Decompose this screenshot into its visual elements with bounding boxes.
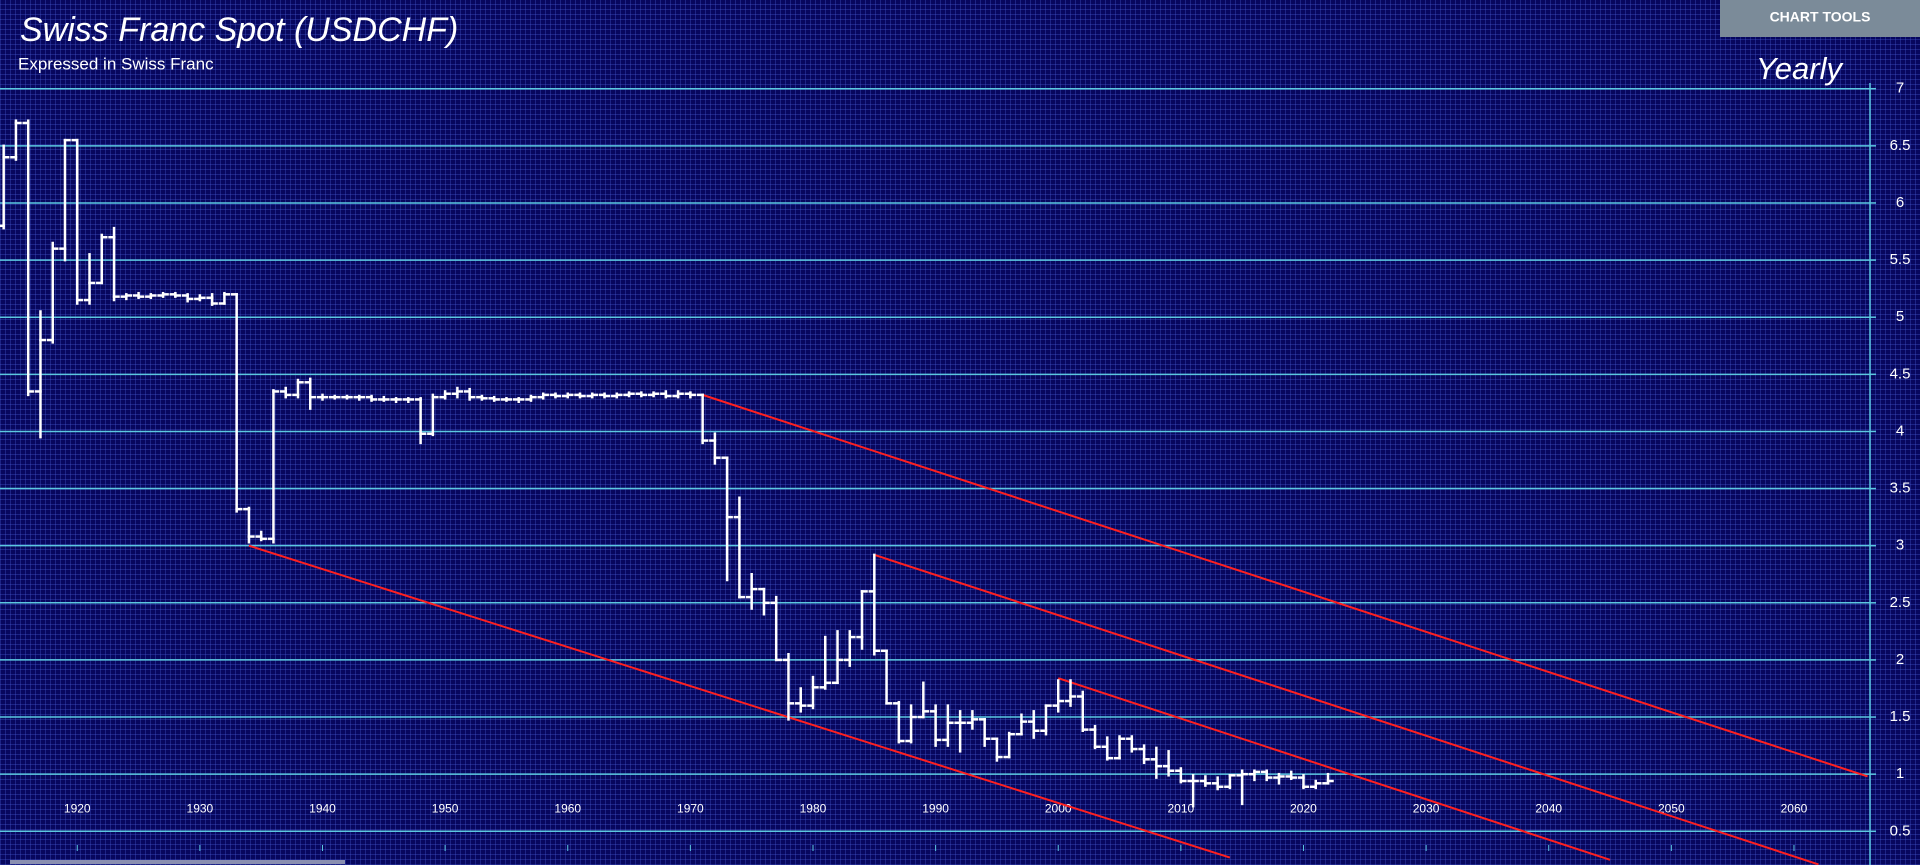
y-tick-label: 5 <box>1896 308 1904 325</box>
trend-line <box>702 393 1868 778</box>
x-tick-label: 1950 <box>432 801 459 815</box>
x-tick-label: 2020 <box>1290 801 1317 815</box>
x-tick-label: 1930 <box>187 801 214 815</box>
x-tick-label: 2060 <box>1781 801 1808 815</box>
x-tick-label: 1990 <box>922 801 949 815</box>
y-tick-label: 1.5 <box>1890 708 1911 725</box>
grid-layer: 0.5 1 1.5 2 2.5 3 3.5 4 4.5 5 5.5 6 6.5 7 1920 1930 1940… <box>0 80 1910 865</box>
trend-line <box>1057 677 1611 861</box>
chart-subtitle: Expressed in Swiss Franc <box>18 54 214 73</box>
x-tick-label: 1960 <box>554 801 581 815</box>
y-tick-label: 3.5 <box>1890 480 1911 497</box>
x-tick-label: 1920 <box>64 801 91 815</box>
x-tick-label: 1940 <box>309 801 336 815</box>
trend-line <box>873 553 1819 865</box>
y-tick-label: 6.5 <box>1890 137 1911 154</box>
x-tick-label: 2030 <box>1413 801 1440 815</box>
x-tick-label: 2040 <box>1535 801 1562 815</box>
button-label[interactable]: CHART TOOLS <box>1770 9 1871 25</box>
button-background[interactable] <box>1720 0 1920 37</box>
y-tick-label: 3 <box>1896 537 1904 554</box>
bars-layer <box>0 119 1334 808</box>
y-tick-label: 1 <box>1896 765 1904 782</box>
x-tick-label: 2050 <box>1658 801 1685 815</box>
y-tick-label: 6 <box>1896 194 1904 211</box>
y-tick-label: 2 <box>1896 651 1904 668</box>
chart-tools-button[interactable]: CHART TOOLS <box>1720 0 1920 37</box>
chart-title: Swiss Franc Spot (USDCHF) <box>20 11 458 49</box>
y-tick-label: 4 <box>1896 422 1904 439</box>
y-tick-label: 4.5 <box>1890 365 1911 382</box>
x-tick-label: 1970 <box>677 801 704 815</box>
y-tick-label: 5.5 <box>1890 251 1911 268</box>
trend-line <box>248 544 1231 859</box>
y-tick-label: 7 <box>1896 80 1904 97</box>
trend-layer <box>248 393 1868 865</box>
y-tick-label: 2.5 <box>1890 594 1911 611</box>
scrollbar[interactable] <box>10 860 345 864</box>
period-label: Yearly <box>1756 51 1845 86</box>
x-tick-label: 2010 <box>1168 801 1195 815</box>
x-tick-label: 1980 <box>800 801 827 815</box>
y-tick-label: 0.5 <box>1890 822 1911 839</box>
